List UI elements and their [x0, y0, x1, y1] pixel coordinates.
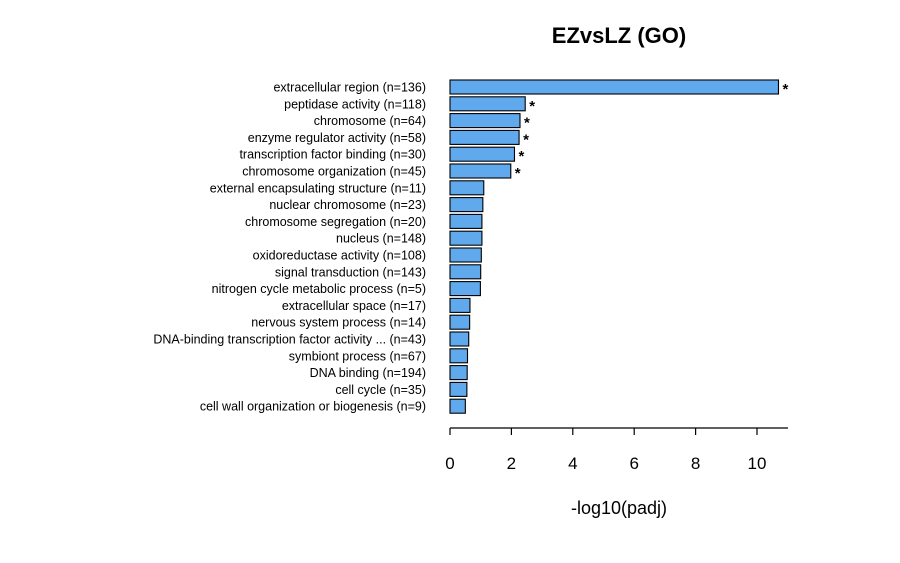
x-tick-label: 4 — [568, 454, 577, 473]
category-label: peptidase activity (n=118) — [284, 97, 426, 111]
category-label: chromosome (n=64) — [314, 114, 426, 128]
significance-star: * — [524, 115, 530, 132]
bar — [449, 96, 526, 112]
category-labels: extracellular region (n=136) peptidase ac… — [153, 81, 426, 414]
category-label: DNA binding (n=194) — [310, 366, 426, 380]
bar — [449, 264, 482, 280]
x-tick-label: 6 — [629, 454, 638, 473]
bars-group — [449, 79, 780, 414]
bar — [449, 163, 512, 179]
significance-star: * — [518, 148, 524, 165]
bar — [449, 365, 468, 381]
bar — [449, 314, 471, 330]
bar — [449, 180, 485, 196]
bar — [449, 213, 483, 229]
bar — [449, 381, 468, 397]
x-axis-title: -log10(padj) — [571, 498, 667, 518]
category-label: transcription factor binding (n=30) — [239, 148, 426, 162]
bar — [449, 129, 520, 145]
bar — [449, 331, 470, 347]
category-label: extracellular space (n=17) — [282, 299, 426, 313]
bar — [449, 348, 469, 364]
category-label: nucleus (n=148) — [336, 232, 426, 246]
category-label: oxidoreductase activity (n=108) — [253, 249, 426, 263]
bar — [449, 79, 780, 95]
category-label: DNA-binding transcription factor activit… — [153, 333, 426, 347]
x-tick-label: 2 — [507, 454, 516, 473]
category-label: symbiont process (n=67) — [289, 349, 426, 363]
x-tick-label: 8 — [691, 454, 700, 473]
category-label: signal transduction (n=143) — [275, 265, 426, 279]
x-tick-label: 0 — [445, 454, 454, 473]
category-label: cell cycle (n=35) — [335, 383, 426, 397]
category-label: cell wall organization or biogenesis (n=… — [200, 400, 426, 414]
category-label: nervous system process (n=14) — [251, 316, 426, 330]
category-label: chromosome segregation (n=20) — [245, 215, 426, 229]
x-tick-label: 10 — [748, 454, 767, 473]
significance-star: * — [782, 81, 788, 98]
x-axis: 0 2 4 6 8 10 — [445, 427, 788, 473]
bar — [449, 230, 483, 246]
category-label: enzyme regulator activity (n=58) — [248, 131, 426, 145]
category-label: nitrogen cycle metabolic process (n=5) — [212, 282, 426, 296]
category-label: nuclear chromosome (n=23) — [269, 198, 426, 212]
significance-markers: ****** — [515, 81, 789, 182]
bar — [449, 197, 484, 213]
bar — [449, 297, 471, 313]
category-label: external encapsulating structure (n=11) — [210, 181, 426, 195]
bar — [449, 146, 516, 162]
bar — [449, 281, 481, 297]
significance-star: * — [515, 165, 521, 182]
category-label: chromosome organization (n=45) — [242, 165, 426, 179]
significance-star: * — [523, 131, 529, 148]
bar — [449, 398, 466, 414]
significance-star: * — [529, 98, 535, 115]
bar — [449, 247, 482, 263]
chart-title: EZvsLZ (GO) — [552, 23, 686, 48]
category-label: extracellular region (n=136) — [273, 81, 426, 95]
bar — [449, 113, 521, 129]
